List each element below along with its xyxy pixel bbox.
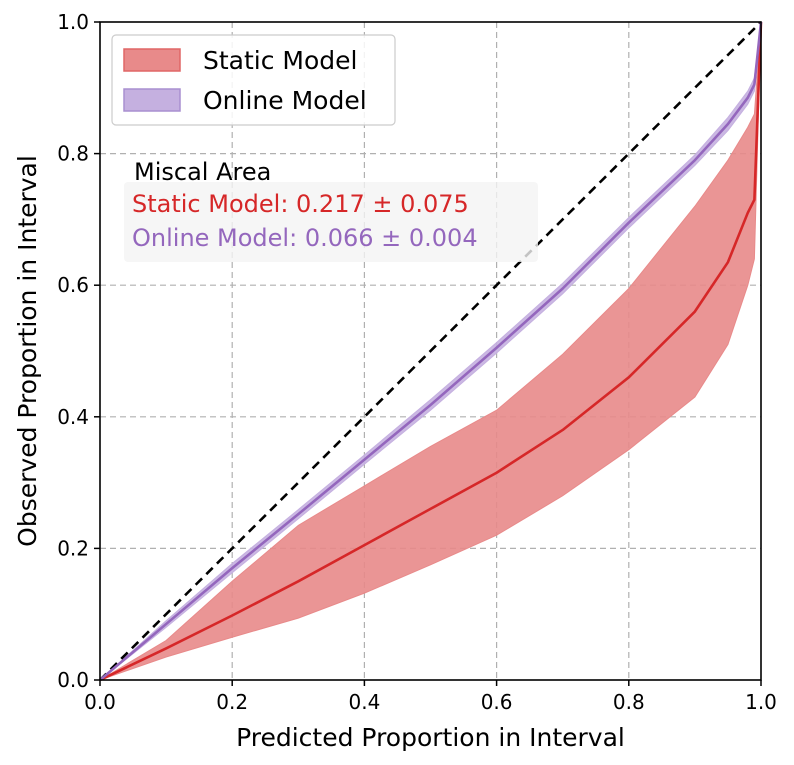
- x-tick-label: 1.0: [745, 690, 777, 714]
- annotation-online-model-score: Online Model: 0.066 ± 0.004: [132, 224, 478, 252]
- axis-ticks: 0.0 0.2 0.4 0.6 0.8 1.0 0.0 0.2 0.4 0.6 0.8 1.0: [57, 10, 777, 714]
- annotation-background: [124, 182, 538, 262]
- legend-box: [111, 34, 396, 126]
- x-tick-label: 0.0: [84, 690, 116, 714]
- annotation-static-model-score: Static Model: 0.217 ± 0.075: [132, 190, 469, 218]
- y-tick-label: 1.0: [57, 10, 89, 34]
- online-model-line: [99, 21, 763, 681]
- y-tick-label: 0.0: [57, 668, 89, 692]
- static-model-line: [99, 21, 763, 682]
- legend-label-static-model: Static Model: [203, 46, 358, 75]
- ideal-calibration-line: [99, 21, 762, 681]
- x-tick-label: 0.6: [481, 690, 513, 714]
- legend-swatch-static-model: [123, 48, 181, 72]
- y-tick-label: 0.4: [57, 405, 89, 429]
- legend-swatch-online-model: [123, 88, 181, 112]
- x-tick-label: 0.4: [348, 690, 380, 714]
- legend: Static Model Online Model: [111, 34, 396, 126]
- miscal-area-annotation: Miscal Area Static Model: 0.217 ± 0.075 …: [124, 158, 538, 262]
- y-tick-label: 0.6: [57, 273, 89, 297]
- plot-frame: [99, 21, 762, 681]
- x-tick-label: 0.8: [613, 690, 645, 714]
- y-tick-label: 0.8: [57, 142, 89, 166]
- y-axis-title: Observed Proportion in Interval: [13, 155, 42, 547]
- x-axis-title: Predicted Proportion in Interval: [236, 723, 625, 752]
- annotation-title: Miscal Area: [134, 158, 271, 186]
- legend-label-online-model: Online Model: [203, 86, 367, 115]
- series-lines: [99, 21, 763, 682]
- y-tick-label: 0.2: [57, 536, 89, 560]
- x-tick-label: 0.2: [216, 690, 248, 714]
